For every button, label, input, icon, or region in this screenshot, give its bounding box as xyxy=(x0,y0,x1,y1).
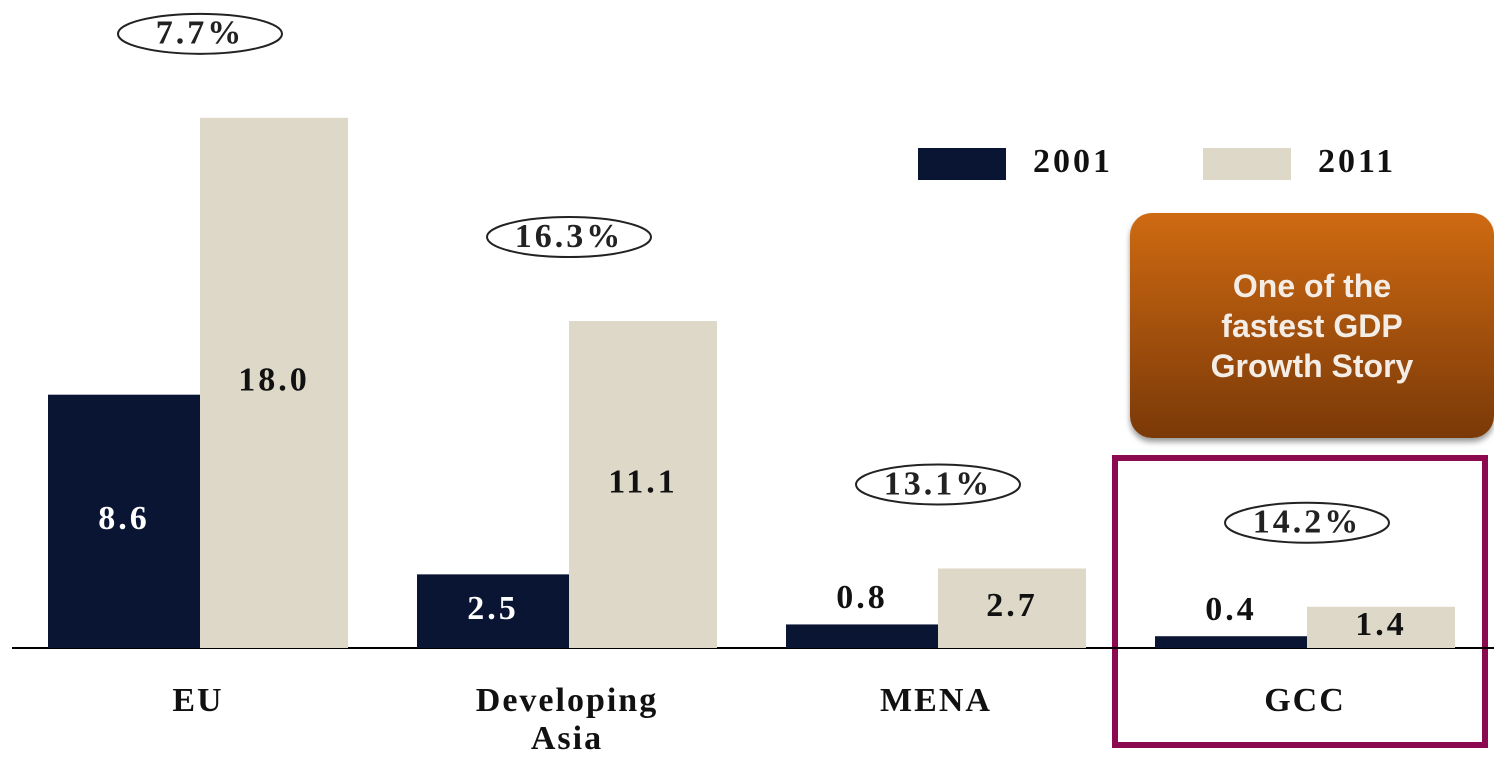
value-label: 0.8 xyxy=(836,579,888,616)
growth-label: 13.1% xyxy=(884,465,993,502)
value-label: 2.7 xyxy=(986,587,1038,624)
bar xyxy=(938,568,1086,648)
growth-oval xyxy=(1224,501,1390,544)
growth-label: 14.2% xyxy=(1253,504,1362,541)
bar xyxy=(786,624,938,648)
growth-oval xyxy=(486,216,652,259)
bar xyxy=(417,574,569,648)
value-label: 0.4 xyxy=(1205,591,1257,628)
value-label: 1.4 xyxy=(1355,606,1407,643)
value-label: 8.6 xyxy=(98,500,150,537)
bar xyxy=(48,394,200,648)
value-label: 2.5 xyxy=(467,590,519,627)
callout: One of the fastest GDP Growth Story xyxy=(1130,213,1494,438)
growth-oval xyxy=(117,12,283,55)
legend-swatch xyxy=(1203,148,1291,180)
legend-label: 2001 xyxy=(1033,143,1113,180)
x-tick-label: GCC xyxy=(1264,682,1346,719)
bar xyxy=(1155,636,1307,648)
x-tick-label: MENA xyxy=(880,682,992,719)
value-label: 18.0 xyxy=(238,362,310,399)
callout-text: One of the fastest GDP Growth Story xyxy=(1210,267,1414,384)
growth-label: 7.7% xyxy=(156,15,245,52)
bar xyxy=(200,117,348,649)
legend-label: 2011 xyxy=(1318,143,1396,180)
value-label: 11.1 xyxy=(608,463,678,500)
growth-label: 16.3% xyxy=(515,218,624,255)
x-tick-label: Developing Asia xyxy=(475,682,659,757)
bar xyxy=(569,321,717,648)
x-tick-label: EU xyxy=(172,682,224,719)
bar xyxy=(1307,606,1455,648)
legend-swatch xyxy=(918,148,1006,180)
growth-oval xyxy=(855,463,1021,506)
highlight-box xyxy=(1112,455,1488,748)
